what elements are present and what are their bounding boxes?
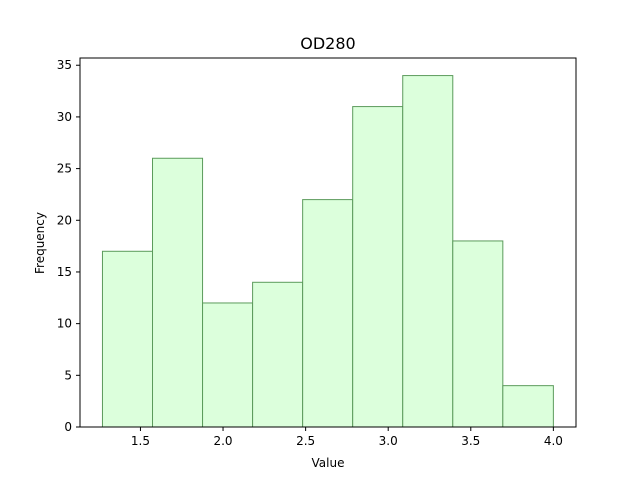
x-tick-label: 2.0 — [213, 434, 232, 448]
y-tick-label: 35 — [57, 58, 72, 72]
x-tick-label: 3.5 — [461, 434, 480, 448]
plot-frame — [79, 57, 577, 428]
x-tick-label: 2.5 — [296, 434, 315, 448]
y-tick-label: 25 — [57, 162, 72, 176]
x-axis-ticks: 1.5 2.0 2.5 3.0 3.5 4.0 — [131, 427, 563, 448]
y-axis-ticks: 0 5 10 15 20 25 30 35 — [57, 58, 80, 434]
histogram-bar-2 — [152, 157, 204, 428]
histogram-bar-8 — [452, 240, 504, 428]
x-tick-label: 1.5 — [131, 434, 150, 448]
y-tick-label: 30 — [57, 110, 72, 124]
histogram-bar-5 — [302, 199, 354, 428]
y-tick-label: 5 — [64, 368, 72, 382]
y-axis-label: Frequency — [33, 212, 47, 274]
histogram-bar-3 — [202, 302, 254, 428]
x-tick-label: 4.0 — [544, 434, 563, 448]
x-axis-label: Value — [312, 456, 345, 470]
y-tick-label: 15 — [57, 265, 72, 279]
y-tick-label: 10 — [57, 317, 72, 331]
histogram-bar-7 — [402, 75, 454, 428]
x-tick-label: 3.0 — [379, 434, 398, 448]
histogram-bar-6 — [352, 106, 404, 428]
bars-group — [101, 75, 554, 428]
histogram-bar-9 — [502, 385, 554, 428]
y-tick-label: 20 — [57, 213, 72, 227]
chart-title: OD280 — [300, 34, 355, 53]
y-tick-label: 0 — [64, 420, 72, 434]
histogram-bar-4 — [252, 281, 304, 428]
histogram-bar-1 — [101, 250, 154, 428]
